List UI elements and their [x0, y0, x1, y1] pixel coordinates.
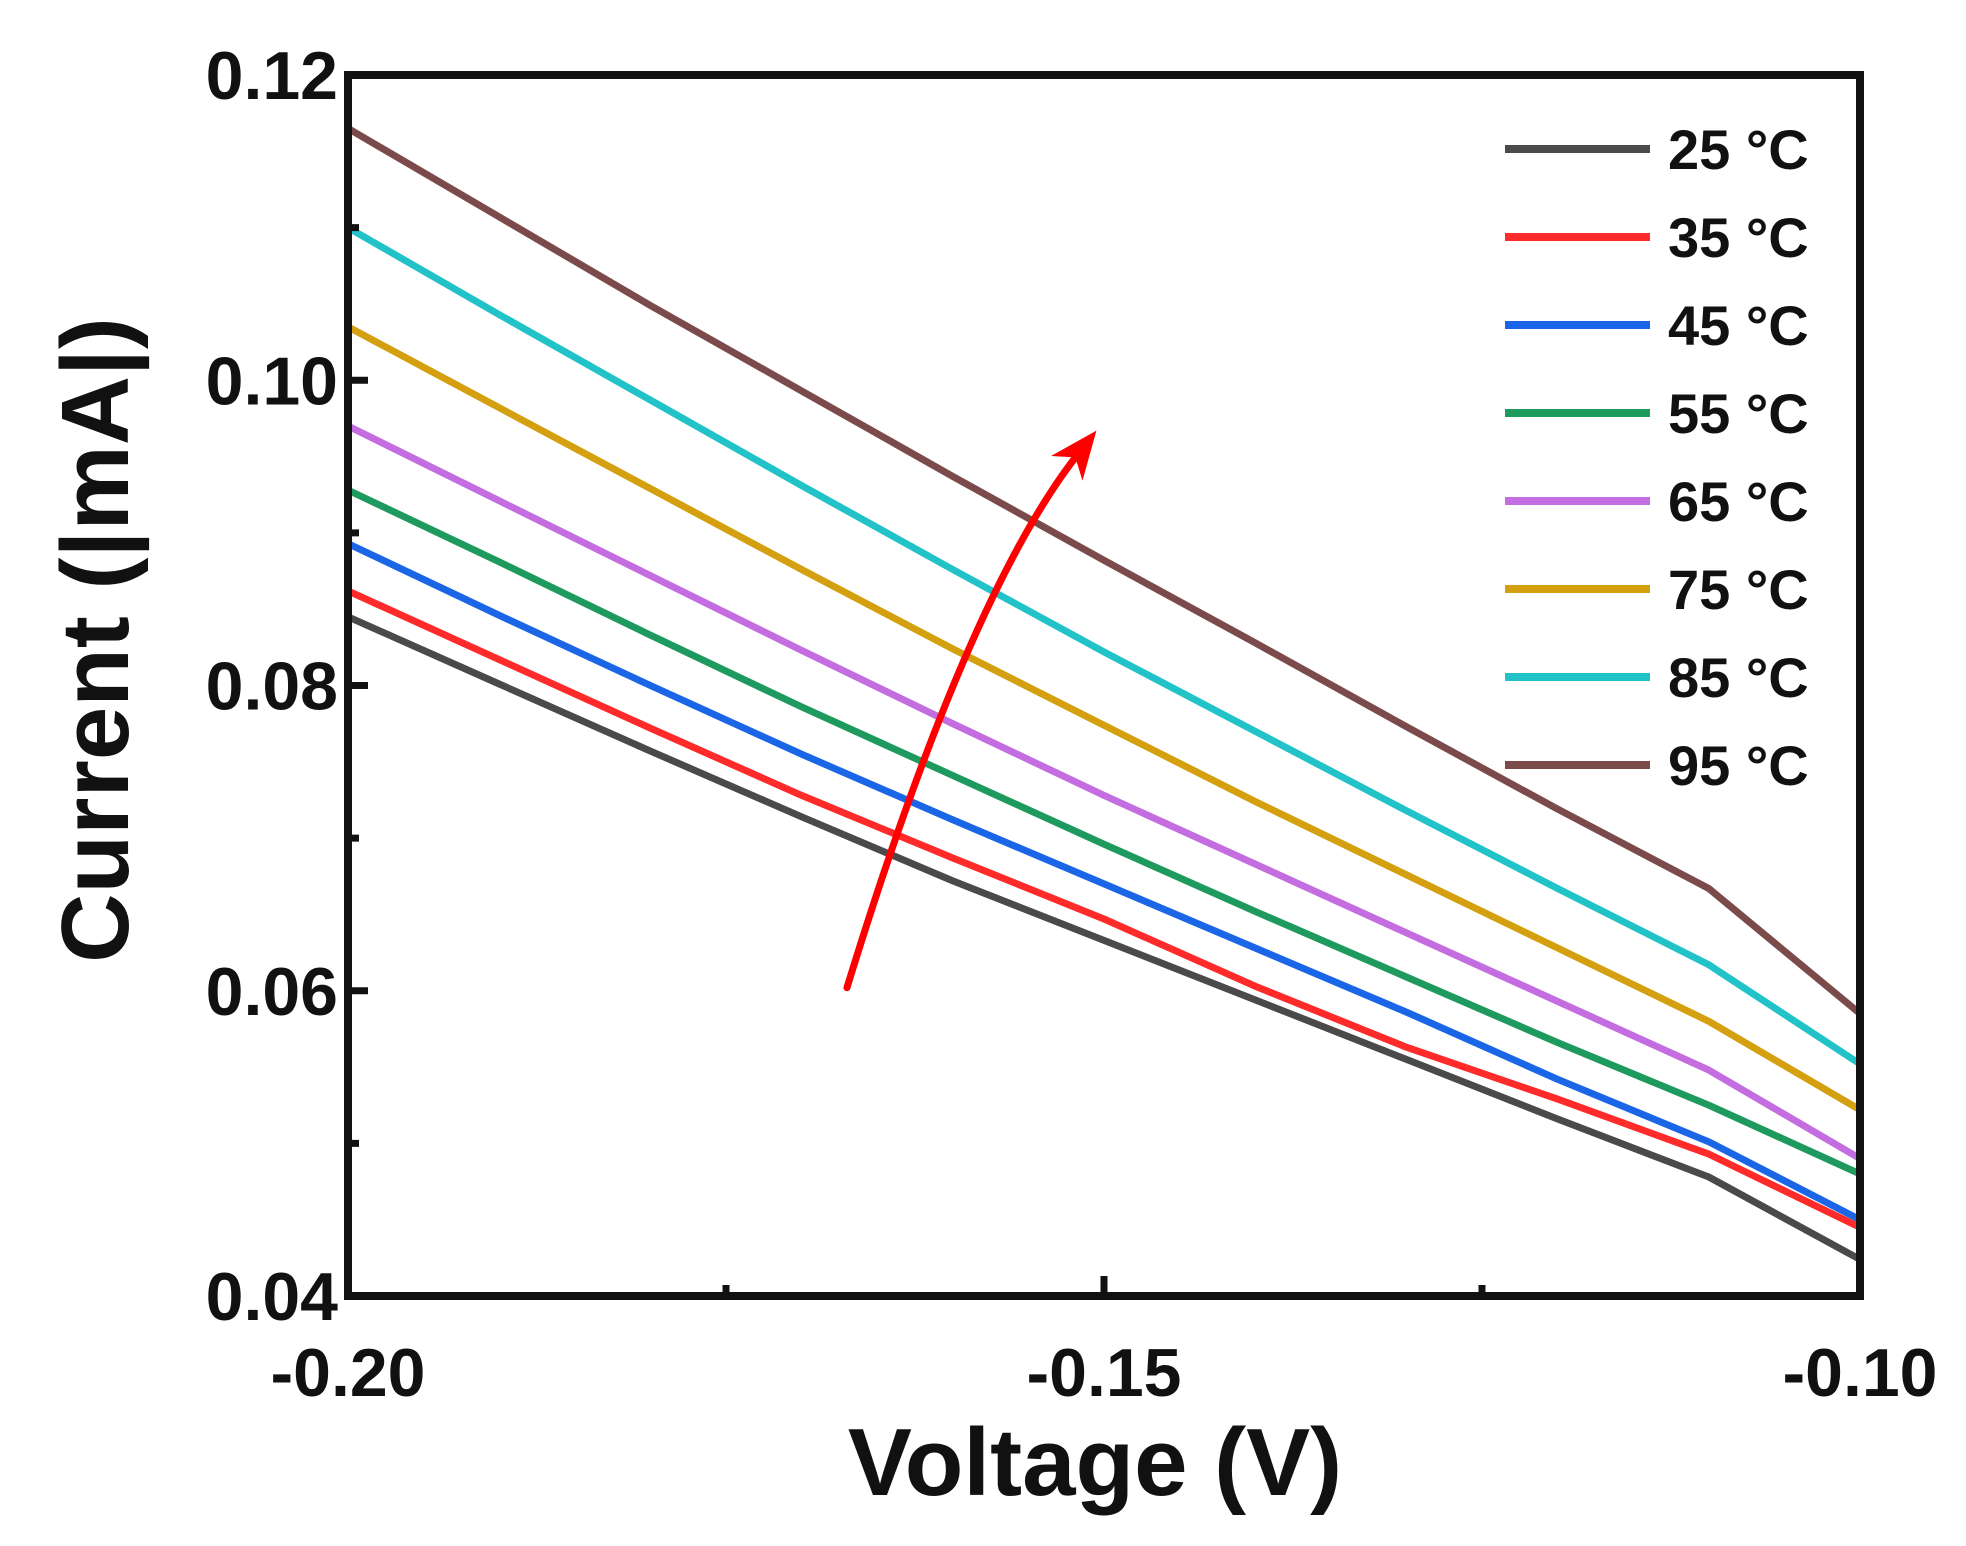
trend-arrow-shaft-0 [843, 450, 1082, 992]
y-tick-label-1: 0.06 [206, 954, 338, 1030]
y-tick-label-3: 0.10 [206, 343, 338, 419]
series-line-5 [346, 323, 1862, 1113]
legend-label-5: 75 °C [1668, 558, 1809, 621]
series-line-6 [346, 224, 1862, 1067]
legend: 25 °C 35 °C 45 °C 55 °C 65 °C 75 °C 85 °C 95 °C [1505, 118, 1809, 797]
series-line-0 [346, 613, 1862, 1263]
legend-label-7: 95 °C [1668, 734, 1809, 797]
legend-label-3: 55 °C [1668, 382, 1809, 445]
y-axis-title: Current (|mA|) [42, 317, 150, 963]
series-group [346, 125, 1863, 1263]
y-tick-label-4: 0.12 [206, 38, 338, 114]
trend-arrow-head-0 [1051, 430, 1097, 481]
legend-label-4: 65 °C [1668, 470, 1809, 533]
series-line-4 [346, 422, 1862, 1162]
x-tick-label-0: -0.20 [271, 1335, 426, 1411]
legend-label-6: 85 °C [1668, 646, 1809, 709]
series-line-1 [346, 587, 1862, 1231]
tick-labels-group: -0.20 -0.15 -0.10 0.04 0.06 0.08 0.10 0.12 [206, 38, 1938, 1411]
x-tick-label-1: -0.15 [1027, 1335, 1182, 1411]
y-tick-label-0: 0.04 [206, 1259, 339, 1335]
legend-label-1: 35 °C [1668, 206, 1809, 269]
x-axis-title: Voltage (V) [848, 1409, 1342, 1516]
series-line-2 [346, 540, 1862, 1223]
series-line-7 [346, 125, 1863, 1017]
axes-group [344, 71, 1864, 1300]
series-line-3 [346, 486, 1862, 1178]
x-tick-label-2: -0.10 [1783, 1335, 1938, 1411]
legend-label-0: 25 °C [1668, 118, 1809, 181]
y-tick-label-2: 0.08 [206, 649, 338, 725]
annotation-group [843, 430, 1097, 992]
legend-label-2: 45 °C [1668, 294, 1809, 357]
